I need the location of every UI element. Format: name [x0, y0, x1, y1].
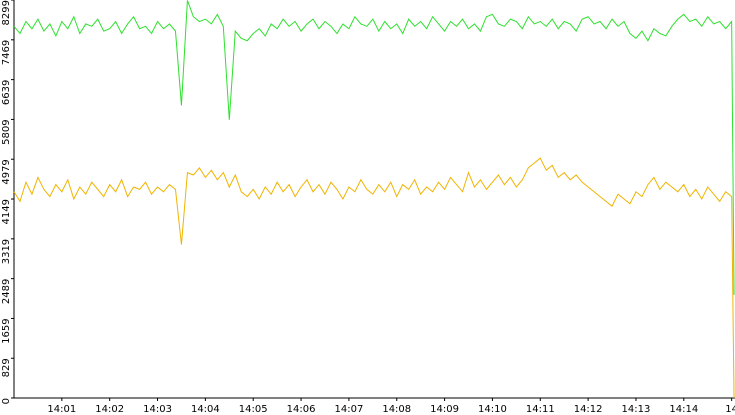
y-tick-label: 3319: [1, 239, 12, 264]
x-tick-label: 14:06: [287, 404, 316, 415]
x-tick-label: 14:09: [430, 404, 459, 415]
x-tick-label: 14:13: [622, 404, 651, 415]
x-tick-label: 14:01: [47, 404, 76, 415]
x-tick-label: 14: [725, 404, 735, 415]
y-tick-label: 829: [1, 358, 12, 377]
y-tick-label: 5809: [1, 119, 12, 144]
series-line: [13, 0, 735, 295]
x-tick-label: 14:11: [526, 404, 555, 415]
x-tick-label: 14:12: [574, 404, 603, 415]
x-tick-label: 14:04: [191, 404, 220, 415]
y-tick-label: 1659: [1, 318, 12, 343]
y-tick-label: 2489: [1, 279, 12, 304]
x-tick-label: 14:08: [382, 404, 411, 415]
x-tick-label: 14:02: [95, 404, 124, 415]
y-tick-label: 7469: [1, 40, 12, 65]
y-tick-label: 4149: [1, 199, 12, 224]
x-tick-label: 14:05: [239, 404, 268, 415]
x-tick-label: 14:03: [143, 404, 172, 415]
y-tick-label: 6639: [1, 80, 12, 105]
series-line: [13, 157, 735, 399]
y-tick-label: 8299: [1, 0, 12, 25]
x-tick-label: 14:07: [334, 404, 363, 415]
y-tick-label: 4979: [1, 159, 12, 184]
x-tick-label: 14:14: [669, 404, 698, 415]
x-tick-label: 14:10: [478, 404, 507, 415]
y-tick-label: 0: [1, 398, 12, 404]
